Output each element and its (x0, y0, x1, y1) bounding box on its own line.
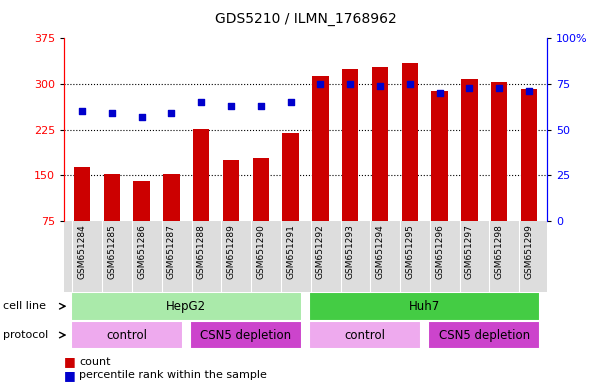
Point (226, 103, 236, 109)
Text: Huh7: Huh7 (409, 300, 441, 313)
Text: CSN5 depletion: CSN5 depletion (439, 329, 530, 341)
Text: control: control (106, 329, 147, 341)
Bar (401, 63, 418, 266)
Text: GSM651298: GSM651298 (495, 224, 503, 279)
Text: GSM651291: GSM651291 (286, 224, 295, 279)
Bar (491, 82, 507, 266)
Point (167, 110, 177, 116)
Bar (71, 321, 183, 349)
Text: GSM651287: GSM651287 (167, 224, 176, 279)
Text: GSM651284: GSM651284 (78, 224, 87, 279)
Bar (461, 79, 478, 266)
Text: HepG2: HepG2 (166, 300, 207, 313)
Bar (342, 69, 359, 266)
Point (107, 110, 117, 116)
Point (345, 81, 355, 87)
Bar (104, 174, 120, 266)
Bar (309, 321, 421, 349)
Point (256, 103, 266, 109)
Bar (193, 129, 210, 266)
Bar (133, 181, 150, 266)
Text: GSM651296: GSM651296 (435, 224, 444, 279)
Bar (372, 67, 388, 266)
Text: GSM651289: GSM651289 (227, 224, 235, 279)
Point (315, 81, 325, 87)
Text: count: count (79, 356, 111, 367)
Text: GSM651286: GSM651286 (137, 224, 146, 279)
Bar (163, 174, 180, 266)
Point (494, 84, 504, 91)
Text: ■: ■ (64, 355, 76, 368)
Text: GSM651293: GSM651293 (346, 224, 355, 279)
Bar (71, 292, 302, 321)
Point (196, 99, 206, 105)
Text: ■: ■ (64, 369, 76, 382)
Text: GDS5210 / ILMN_1768962: GDS5210 / ILMN_1768962 (214, 12, 397, 26)
Bar (312, 76, 329, 266)
Point (77, 108, 87, 114)
Text: GSM651290: GSM651290 (256, 224, 265, 279)
Text: GSM651299: GSM651299 (524, 224, 533, 279)
Point (524, 88, 534, 94)
Text: GSM651292: GSM651292 (316, 224, 325, 279)
Bar (74, 167, 90, 266)
Text: cell line: cell line (3, 301, 46, 311)
Bar (431, 91, 448, 266)
Point (434, 90, 444, 96)
Text: GSM651295: GSM651295 (405, 224, 414, 279)
Bar (190, 321, 302, 349)
Text: CSN5 depletion: CSN5 depletion (200, 329, 291, 341)
Bar (223, 160, 239, 266)
Text: GSM651297: GSM651297 (465, 224, 474, 279)
Text: GSM651285: GSM651285 (108, 224, 116, 279)
Bar (428, 321, 540, 349)
Text: GSM651294: GSM651294 (376, 224, 384, 279)
Text: protocol: protocol (3, 330, 48, 340)
Bar (309, 292, 540, 321)
Text: percentile rank within the sample: percentile rank within the sample (79, 370, 267, 381)
Point (405, 81, 415, 87)
Text: control: control (345, 329, 386, 341)
Point (375, 83, 385, 89)
Bar (521, 89, 537, 266)
Point (286, 99, 296, 105)
Text: GSM651288: GSM651288 (197, 224, 206, 279)
Point (464, 84, 474, 91)
Point (137, 114, 147, 120)
Bar (252, 158, 269, 266)
Bar (282, 132, 299, 266)
